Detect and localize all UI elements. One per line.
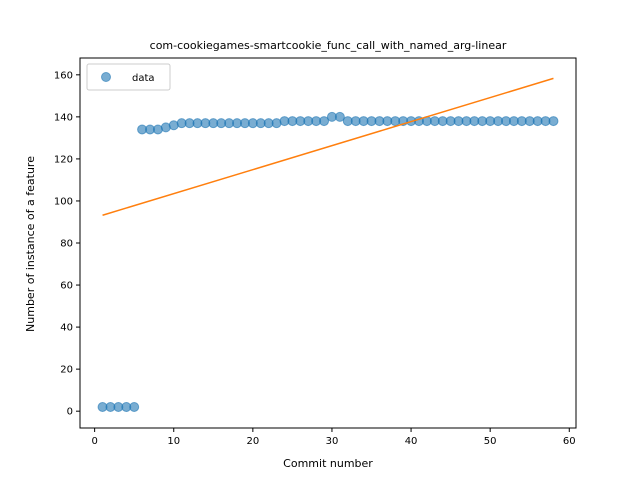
x-tick-label: 0	[91, 436, 97, 447]
y-tick-label: 40	[60, 323, 73, 334]
x-tick-label: 30	[326, 436, 339, 447]
y-tick-label: 120	[54, 154, 73, 165]
fit-line	[102, 77, 554, 216]
y-tick-label: 0	[67, 407, 73, 418]
plot-frame	[79, 57, 577, 429]
x-axis-label: Commit number	[283, 457, 373, 470]
y-tick-label: 20	[60, 365, 73, 376]
plot-area	[97, 77, 559, 412]
legend-label-data: data	[132, 73, 155, 84]
x-tick-label: 40	[405, 436, 418, 447]
legend: data	[86, 63, 171, 91]
data-point	[548, 116, 559, 127]
x-tick-label: 60	[563, 436, 576, 447]
x-axis-ticks: 0 10 20 30 40 50 60	[91, 428, 576, 447]
data-point	[334, 111, 345, 122]
legend-marker-data	[101, 72, 111, 82]
data-point	[319, 116, 330, 127]
data-point	[129, 401, 140, 412]
chart-title: com-cookiegames-smartcookie_func_call_wi…	[150, 39, 507, 52]
x-tick-label: 20	[246, 436, 259, 447]
y-tick-label: 140	[54, 112, 73, 123]
y-tick-label: 100	[54, 196, 73, 207]
y-axis-ticks: 0 20 40 60 80 100 120 140 160	[54, 70, 80, 418]
x-tick-label: 50	[484, 436, 497, 447]
x-tick-label: 10	[167, 436, 180, 447]
y-tick-label: 160	[54, 70, 73, 81]
legend-box	[86, 63, 171, 91]
y-axis-label: Number of instance of a feature	[24, 156, 37, 332]
y-tick-label: 60	[60, 281, 73, 292]
y-tick-label: 80	[60, 239, 73, 250]
